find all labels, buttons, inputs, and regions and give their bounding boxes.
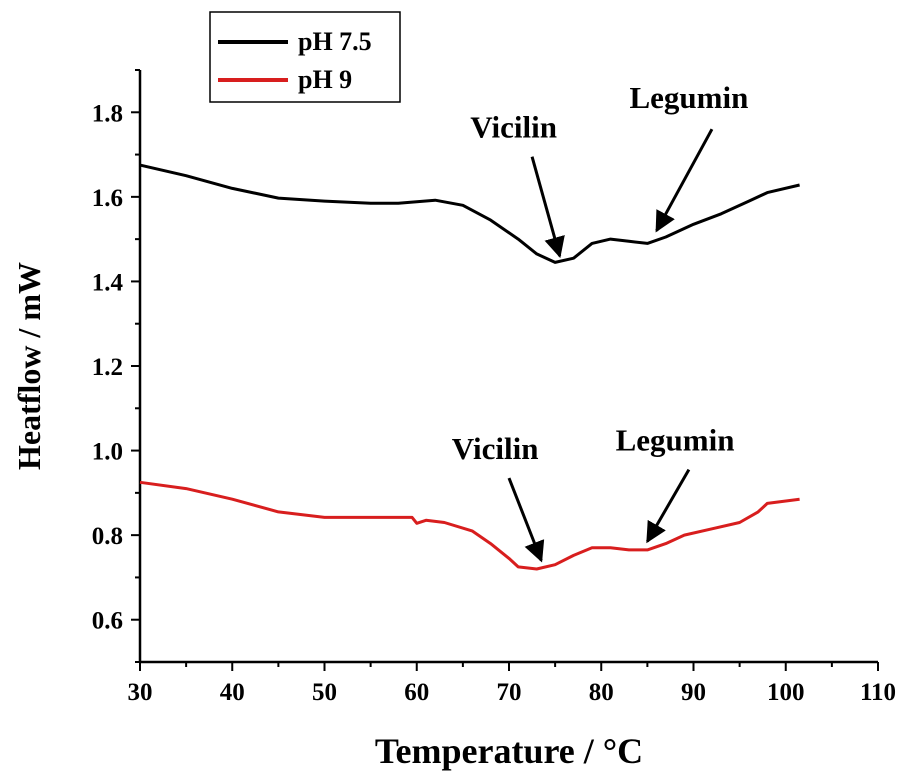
x-axis-label: Temperature / °C (375, 731, 643, 771)
legend-label-ph9: pH 9 (298, 65, 352, 94)
annotation-layer: Vicilin Legumin Vicilin Legumin (452, 80, 748, 563)
y-ticks: 0.6 0.8 1.0 1.2 1.4 1.6 1.8 (92, 69, 140, 663)
y-tick-label: 1.2 (92, 354, 123, 381)
y-tick-label: 0.8 (92, 523, 123, 550)
x-tick-label: 50 (312, 679, 337, 706)
peak-annotation-label: Vicilin (452, 431, 539, 466)
y-tick-label: 1.8 (92, 100, 123, 127)
x-tick-label: 40 (220, 679, 245, 706)
y-tick-label: 1.0 (92, 439, 123, 466)
x-tick-label: 90 (681, 679, 706, 706)
legend-box (209, 11, 401, 103)
y-tick-label: 0.6 (92, 608, 123, 635)
y-tick-label: 1.6 (92, 185, 123, 212)
axes (138, 70, 878, 664)
x-tick-label: 70 (497, 679, 522, 706)
peak-annotation-arrow (655, 128, 714, 233)
legend-label-ph75: pH 7.5 (298, 27, 372, 56)
x-tick-label: 30 (128, 679, 153, 706)
peak-annotation-label: Vicilin (470, 110, 557, 145)
x-tick-label: 100 (767, 679, 805, 706)
y-tick-label: 1.4 (92, 269, 124, 296)
x-ticks: 30 40 50 60 70 80 90 100 110 (128, 662, 896, 706)
series-line-ph-7-5 (139, 163, 800, 264)
peak-annotation-arrow (530, 156, 565, 259)
peak-annotation-label: Legumin (616, 423, 735, 458)
legend: pH 7.5 pH 9 (209, 11, 401, 103)
y-axis-label: Heatflow / mW (11, 262, 47, 470)
peak-annotation-arrow (507, 477, 545, 563)
x-tick-label: 110 (860, 679, 896, 706)
x-tick-label: 80 (589, 679, 614, 706)
peak-annotation-label: Legumin (629, 80, 748, 115)
x-tick-label: 60 (404, 679, 429, 706)
series-line-ph-9 (139, 480, 800, 571)
series-layer (139, 163, 800, 571)
peak-annotation-arrow (646, 468, 691, 544)
